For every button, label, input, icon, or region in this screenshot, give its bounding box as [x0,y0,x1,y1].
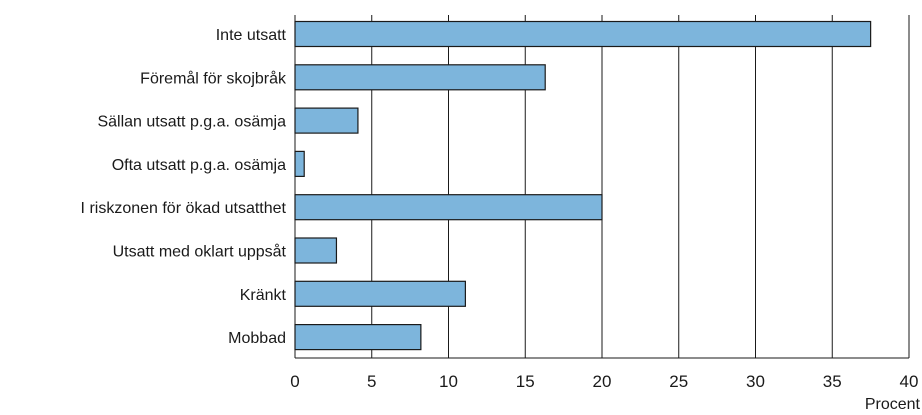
x-tick-label-5: 5 [367,372,376,391]
x-axis-ticks: 0 5 10 15 20 25 30 35 40 [290,372,918,391]
category-labels: Inte utsatt Föremål för skojbråk Sällan ut… [81,27,287,347]
bars [294,20,872,351]
category-label-1: Föremål för skojbråk [140,69,287,87]
bar-0 [294,20,872,48]
category-label-2: Sällan utsatt p.g.a. osämja [97,114,286,131]
bar-4 [294,194,603,221]
x-axis-title: Procent [865,396,921,413]
x-tick-label-20: 20 [593,372,612,391]
bar-3 [294,150,305,177]
x-tick-label-25: 25 [669,372,688,391]
x-tick-label-0: 0 [290,372,299,391]
x-tick-label-30: 30 [746,372,765,391]
x-tick-label-15: 15 [516,372,535,391]
x-tick-label-35: 35 [823,372,842,391]
category-label-0: Inte utsatt [216,27,287,44]
bar-2 [294,107,359,134]
x-tick-label-40: 40 [900,372,919,391]
category-label-6: Kränkt [240,287,287,304]
category-label-4: I riskzonen för ökad utsatthet [81,200,287,217]
bar-6 [294,280,466,307]
category-label-5: Utsatt med oklart uppsåt [113,243,287,261]
bar-1 [294,64,546,91]
bar-7 [294,324,422,351]
category-label-3: Ofta utsatt p.g.a. osämja [112,157,286,174]
category-label-7: Mobbad [228,330,286,347]
bar-5 [294,237,338,264]
x-tick-label-10: 10 [439,372,458,391]
